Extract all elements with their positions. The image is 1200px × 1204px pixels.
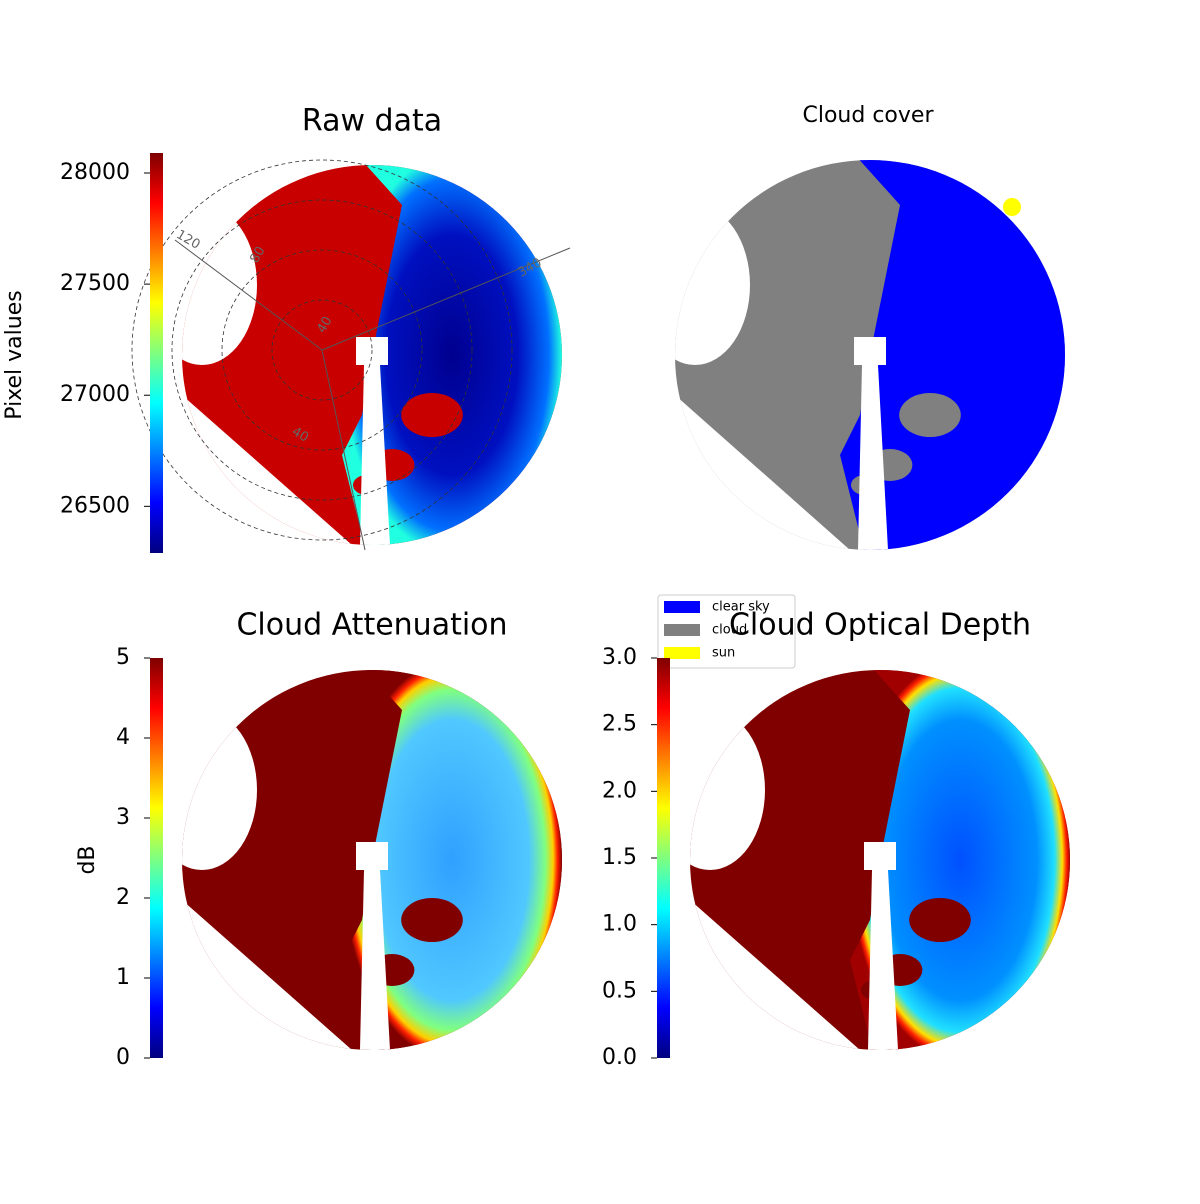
colorbar — [150, 658, 163, 1058]
colorbar-tick-label: 2.5 — [602, 712, 637, 737]
horizon-cut — [690, 710, 765, 870]
mast-head — [356, 842, 388, 870]
horizon-cut — [182, 710, 257, 870]
sky-image — [182, 670, 562, 1050]
colorbar-tick-label: 2 — [116, 885, 130, 910]
legend-label: sun — [712, 646, 735, 661]
image-body — [182, 165, 562, 545]
colorbar-tick-label: 27000 — [60, 382, 130, 407]
polar-ring — [271, 299, 373, 401]
colorbar — [657, 658, 670, 1058]
colorbar-tick-label: 1 — [116, 965, 130, 990]
colorbar-tick-label: 26500 — [60, 493, 130, 518]
polar-ring — [221, 249, 423, 451]
legend-swatch — [664, 624, 700, 636]
mast-head — [864, 842, 896, 870]
colorbar-tick-label: 2.0 — [602, 778, 637, 803]
colorbar-tick-label: 0.0 — [602, 1045, 637, 1070]
mast — [858, 365, 888, 550]
cloud-patch — [909, 898, 971, 942]
colorbar-tick-label: 1.5 — [602, 845, 637, 870]
colorbar-label: dB — [75, 845, 100, 874]
polar-ring — [131, 159, 513, 541]
polar-label: 80 — [247, 244, 268, 266]
colorbar-tick-label: 5 — [116, 645, 130, 670]
cloud-patch — [899, 393, 961, 437]
polar-spoke — [321, 247, 571, 351]
mast — [868, 870, 898, 1050]
panel-title: Cloud cover — [803, 103, 935, 128]
horizon-cut — [675, 205, 750, 365]
sky-image — [675, 160, 1065, 550]
colorbar-tick-label: 28000 — [60, 160, 130, 185]
panel-title: Raw data — [302, 104, 442, 139]
sky-image — [690, 670, 1070, 1050]
polar-label: 120 — [173, 227, 202, 252]
cloud-patch — [401, 393, 463, 437]
colorbar-tick-label: 27500 — [60, 271, 130, 296]
polar-ring — [171, 199, 473, 501]
legend-label: clear sky — [712, 600, 770, 615]
horizon-cut — [182, 205, 257, 365]
colorbar-label: Pixel values — [2, 290, 27, 419]
polar-label: 40 — [289, 424, 311, 445]
panel-title: Cloud Optical Depth — [729, 608, 1031, 643]
mast — [360, 870, 390, 1050]
colorbar-tick-label: 3 — [116, 805, 130, 830]
legend-swatch — [664, 647, 700, 659]
cloud-patch — [401, 898, 463, 942]
colorbar-tick-label: 0 — [116, 1045, 130, 1070]
polar-spoke — [174, 239, 323, 351]
sun-marker — [1003, 198, 1021, 216]
image-body — [690, 670, 1070, 1050]
colorbar — [150, 153, 163, 553]
image-body — [675, 160, 1065, 550]
mast-head — [854, 337, 886, 365]
polar-label: 40 — [314, 314, 335, 336]
legend-swatch — [664, 601, 700, 613]
sky-image — [182, 165, 562, 545]
colorbar-tick-label: 4 — [116, 725, 130, 750]
image-body — [182, 670, 562, 1050]
mast — [360, 365, 390, 545]
panel-title: Cloud Attenuation — [236, 608, 507, 643]
colorbar-tick-label: 3.0 — [602, 645, 637, 670]
legend-label: cloud — [712, 623, 747, 638]
polar-spoke — [321, 349, 366, 551]
colorbar-tick-label: 0.5 — [602, 978, 637, 1003]
colorbar-tick-label: 1.0 — [602, 912, 637, 937]
